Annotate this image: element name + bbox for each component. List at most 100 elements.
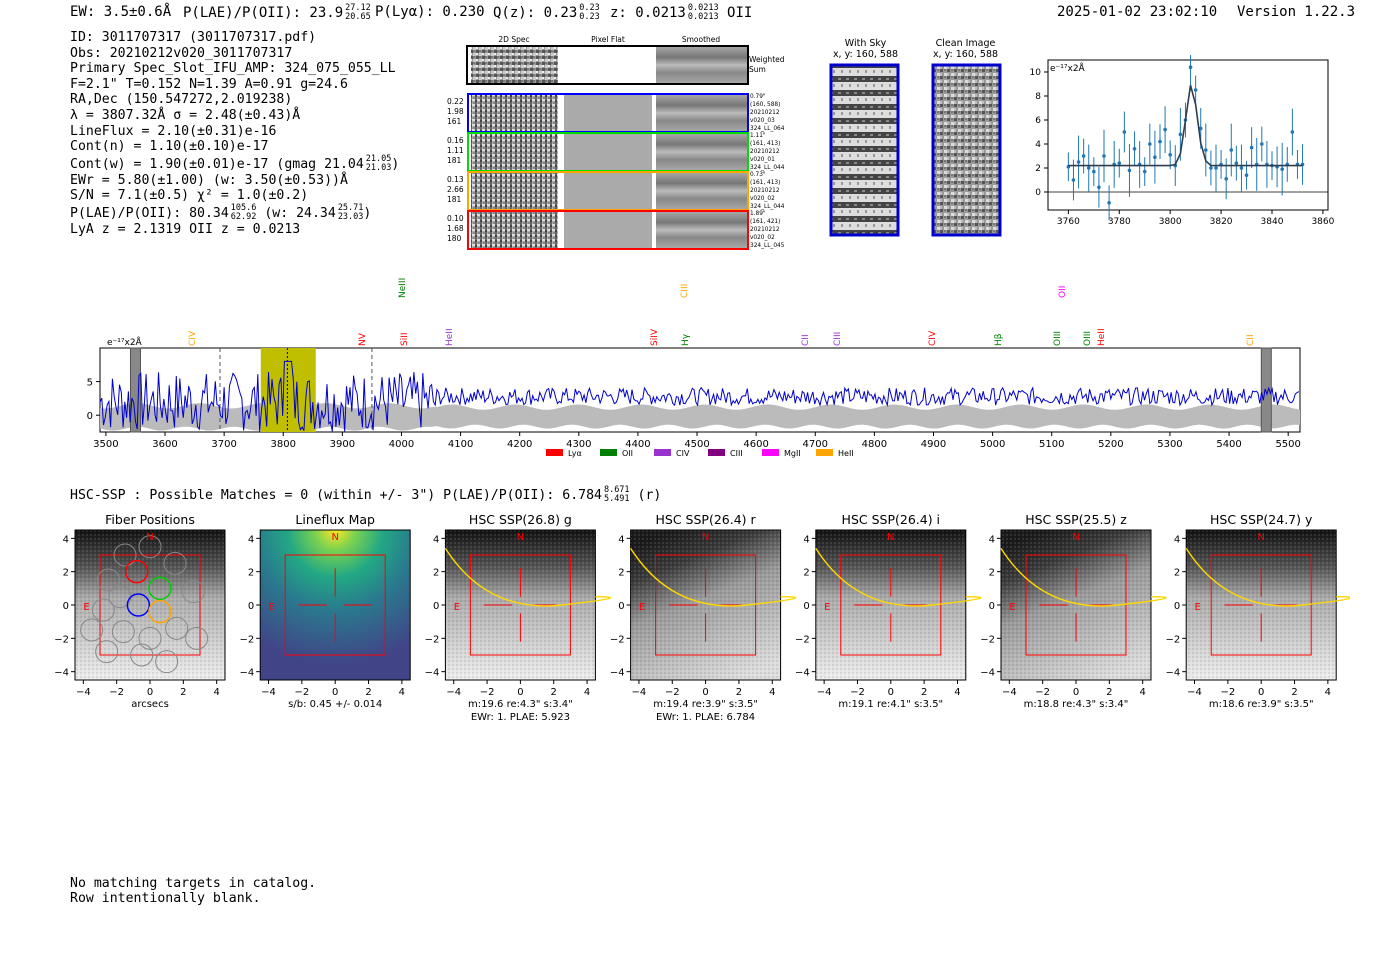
x-tick-label: 0	[517, 687, 523, 698]
full-spectrum-plot: CIV NeIII NV SiII HeII SiIV CIII Hγ CII CIII CIV Hβ…	[87, 278, 1301, 458]
x-tick-label: 4	[399, 687, 405, 698]
row-side-text: (161, 413)	[750, 141, 780, 147]
y-tick-label: −2	[795, 634, 810, 645]
lineflux-image	[260, 530, 411, 680]
row-side-text: 20210212	[750, 188, 780, 194]
east-label: E	[269, 602, 275, 613]
x-tick-label: 3600	[152, 439, 177, 450]
row-side-text: 20210212	[750, 227, 780, 233]
data-point	[1209, 166, 1213, 170]
y-tick-label: 2	[433, 568, 439, 579]
row-pixelflat	[564, 211, 652, 249]
x-tick-label: 0	[147, 687, 153, 698]
x-tick-label: 3860	[1311, 217, 1334, 227]
data-point	[1081, 154, 1086, 158]
info-gmag-lo: 21.03	[365, 162, 392, 173]
fit-line	[1068, 84, 1303, 167]
y-tick-label: 5	[87, 378, 93, 389]
y-tick-label: 2	[248, 568, 254, 579]
x-tick-label: 0	[1073, 687, 1079, 698]
row-pixelflat	[564, 133, 652, 171]
north-label: N	[146, 532, 153, 543]
x-tick-label: 3700	[211, 439, 236, 450]
row-side-text: v020_01	[750, 157, 775, 163]
data-point	[1132, 147, 1137, 151]
y-tick-label: 2	[989, 568, 995, 579]
y-tick-label: 4	[433, 534, 439, 545]
row-side-text: v020_03	[750, 118, 775, 124]
hsc-title: HSC-SSP : Possible Matches = 0 (within +…	[70, 486, 661, 504]
fiber-circle	[185, 626, 209, 650]
x-tick-label: 0	[702, 687, 708, 698]
x-tick-label: −4	[632, 687, 647, 698]
spectral-line-label: SiII	[400, 332, 410, 346]
row-side-text: 1.89"	[750, 211, 766, 217]
legend-label: OII	[622, 449, 633, 458]
fiber-circle	[138, 626, 162, 650]
x-tick-label: 4300	[566, 439, 591, 450]
info-lineflux: LineFlux = 2.10(±0.31)e-16	[70, 123, 277, 139]
x-tick-label: 2	[365, 687, 371, 698]
legend-swatch	[654, 449, 671, 456]
y-tick-label: −2	[239, 634, 254, 645]
y-tick-label: −4	[610, 668, 625, 679]
data-point	[1229, 148, 1234, 152]
header-version: Version 1.22.3	[1237, 4, 1356, 20]
x-tick-label: 2	[1291, 687, 1297, 698]
y-tick-label: 4	[618, 534, 624, 545]
hsc-panel: HSC SSP(26.8) g N E −4 −2 0 2 4 4 2 0 −2 −4 m:19.6 re…	[425, 512, 611, 723]
y-tick-label: 0	[63, 601, 69, 612]
panel-title: HSC SSP(26.8) g	[469, 512, 572, 527]
x-tick-label: 2	[736, 687, 742, 698]
spectrum-legend: Lyα OII CIV CIII MgII HeII	[546, 449, 854, 458]
y-tick-label: −2	[1165, 634, 1180, 645]
header-z-hi: 0.0213	[687, 3, 719, 13]
y-tick-label: 2	[1035, 164, 1041, 174]
sky-images	[829, 63, 1002, 237]
data-point	[1127, 168, 1132, 173]
row-value: 0.22	[447, 97, 464, 106]
spectral-line-label: OII	[1058, 286, 1068, 298]
spectral-line-label: CIV	[928, 330, 938, 346]
row-side-text: (160, 588)	[750, 102, 780, 108]
hsc-panel: HSC SSP(26.4) i N E −4 −2 0 2 4 4 2 0 −2 −4 m:19.1 re…	[795, 512, 982, 710]
x-tick-label: 4	[584, 687, 590, 698]
row-side-text: 324_LL_064	[750, 126, 785, 132]
info-plae-w: (w: 24.34	[264, 205, 336, 221]
x-tick-label: 2	[551, 687, 557, 698]
data-point	[1244, 173, 1249, 177]
x-tick-label: −4	[261, 687, 276, 698]
x-tick-label: −2	[480, 687, 495, 698]
info-block: ID: 3011707317 (3011707317.pdf) Obs: 202…	[70, 30, 399, 238]
x-tick-label: 2	[921, 687, 927, 698]
hsc-title-hi: 8.671	[603, 485, 630, 495]
y-tick-label: 4	[248, 534, 254, 545]
data-point	[1076, 160, 1081, 164]
x-tick-label: 4500	[684, 439, 709, 450]
spectral-line-labels: CIV NeIII NV SiII HeII SiIV CIII Hγ CII CIII CIV Hβ…	[188, 278, 1256, 346]
legend-label: CIV	[676, 449, 690, 458]
east-label: E	[824, 602, 830, 613]
header-qz-lo: 0.23	[579, 12, 600, 22]
weighted-sum-frame	[466, 45, 749, 85]
row-side-text: 324_LL_044	[750, 204, 785, 210]
x-tick-label: 4600	[743, 439, 768, 450]
row-side-text: 20210212	[750, 149, 780, 155]
row-pixelflat	[564, 94, 652, 132]
row-value: 0.10	[447, 214, 464, 223]
row-2dspec	[471, 94, 558, 132]
data-point	[1071, 178, 1076, 182]
y-tick-label: 0	[248, 601, 254, 612]
panel-title: HSC SSP(25.5) z	[1025, 512, 1127, 527]
y-tick-label: 8	[1035, 92, 1041, 102]
with-sky-header: With Sky x, y: 160, 588	[818, 38, 913, 60]
header-z: z: 0.0213 0.0213 0.0213 OII	[610, 4, 752, 22]
y-tick-label: 0	[1035, 188, 1041, 198]
north-label: N	[887, 532, 894, 543]
cutout-noise	[815, 530, 966, 680]
x-tick-label: 3840	[1261, 217, 1284, 227]
data-point	[1107, 201, 1111, 205]
x-tick-label: 5100	[1039, 439, 1064, 450]
legend-label: Lyα	[568, 449, 582, 458]
row-2dspec	[471, 211, 558, 249]
